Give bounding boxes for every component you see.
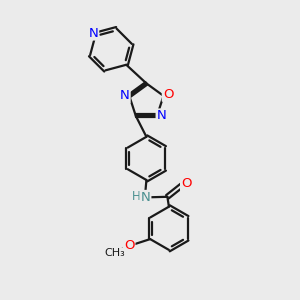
Text: N: N <box>88 26 98 40</box>
Text: N: N <box>141 191 150 204</box>
Text: CH₃: CH₃ <box>105 248 125 259</box>
Text: O: O <box>124 239 134 252</box>
Text: H: H <box>132 190 141 203</box>
Text: N: N <box>120 89 130 102</box>
Text: O: O <box>163 88 173 101</box>
Text: O: O <box>181 177 192 190</box>
Text: N: N <box>157 110 166 122</box>
